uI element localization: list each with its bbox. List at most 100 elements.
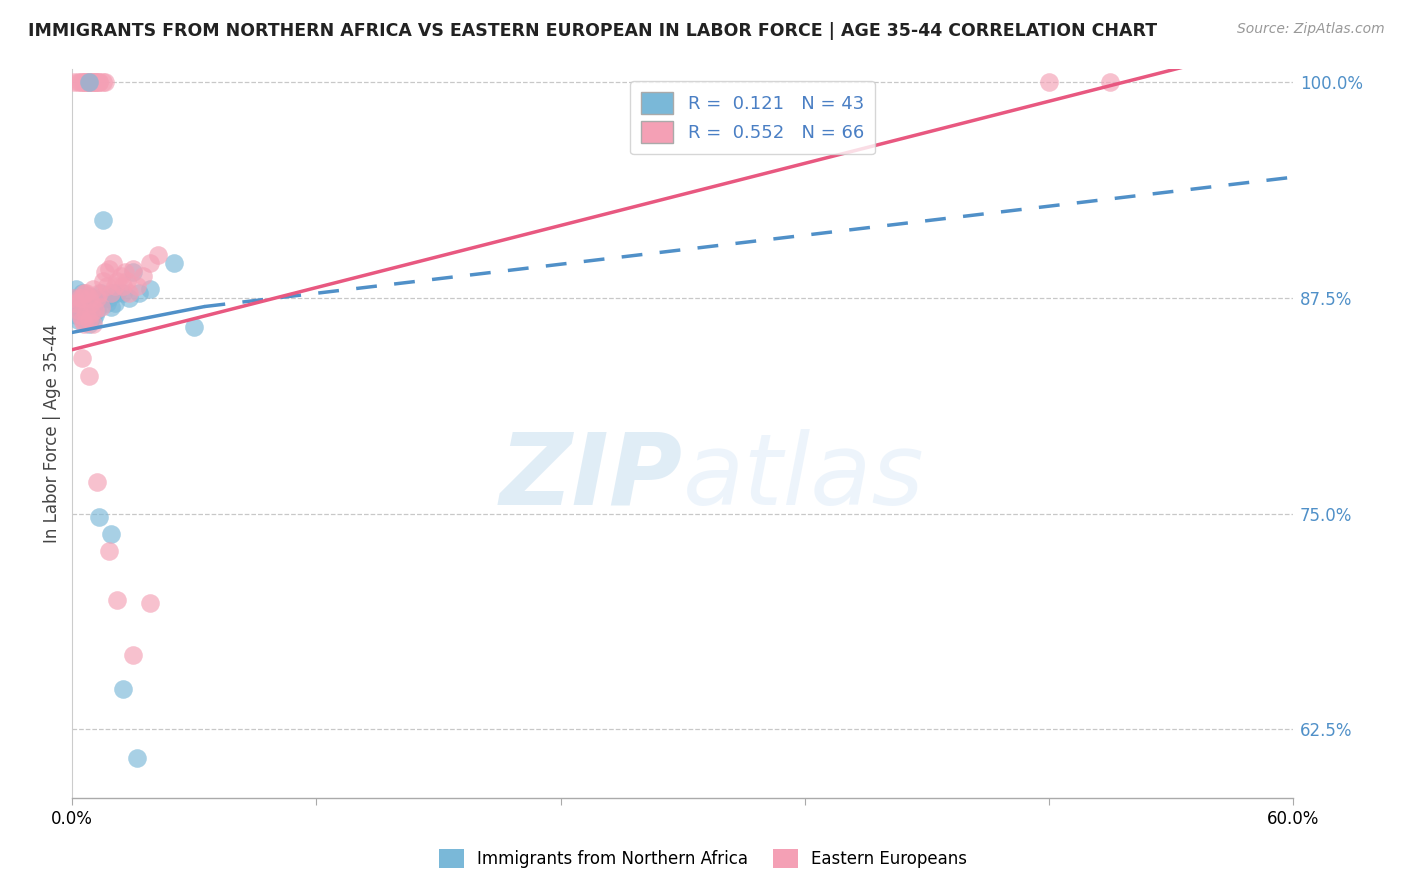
Point bbox=[76, 285, 98, 300]
Legend: Immigrants from Northern Africa, Eastern Europeans: Immigrants from Northern Africa, Eastern… bbox=[432, 843, 974, 875]
Point bbox=[122, 261, 145, 276]
Point bbox=[82, 282, 104, 296]
Point bbox=[112, 278, 135, 293]
Point bbox=[83, 75, 105, 89]
Point bbox=[65, 308, 87, 322]
Point bbox=[97, 261, 120, 276]
Point bbox=[146, 248, 169, 262]
Point bbox=[87, 510, 110, 524]
Point bbox=[69, 308, 91, 322]
Point bbox=[101, 285, 124, 300]
Point bbox=[82, 317, 104, 331]
Point bbox=[73, 75, 96, 89]
Point bbox=[69, 291, 91, 305]
Point bbox=[112, 285, 135, 300]
Point bbox=[97, 544, 120, 558]
Point bbox=[118, 285, 141, 300]
Point bbox=[100, 527, 122, 541]
Point bbox=[83, 303, 105, 318]
Point bbox=[104, 296, 127, 310]
Point bbox=[105, 274, 128, 288]
Point bbox=[86, 291, 108, 305]
Point bbox=[79, 75, 101, 89]
Point bbox=[77, 291, 100, 305]
Point bbox=[87, 75, 110, 89]
Point bbox=[138, 256, 160, 270]
Point bbox=[63, 291, 86, 305]
Point bbox=[138, 596, 160, 610]
Point bbox=[79, 296, 101, 310]
Point bbox=[163, 256, 186, 270]
Point bbox=[72, 291, 94, 305]
Point bbox=[114, 265, 136, 279]
Text: ZIP: ZIP bbox=[499, 428, 682, 525]
Point bbox=[97, 291, 120, 305]
Point bbox=[112, 682, 135, 697]
Point bbox=[96, 296, 118, 310]
Point bbox=[76, 306, 98, 320]
Point bbox=[128, 285, 150, 300]
Point bbox=[72, 75, 94, 89]
Point bbox=[91, 213, 114, 227]
Point bbox=[72, 351, 94, 366]
Point bbox=[63, 75, 86, 89]
Point bbox=[105, 592, 128, 607]
Point bbox=[67, 300, 90, 314]
Point bbox=[183, 320, 205, 334]
Point bbox=[72, 303, 94, 318]
Point bbox=[77, 75, 100, 89]
Point bbox=[79, 300, 101, 314]
Point bbox=[96, 278, 118, 293]
Point bbox=[82, 75, 104, 89]
Point bbox=[76, 75, 98, 89]
Point bbox=[118, 291, 141, 305]
Point bbox=[83, 75, 105, 89]
Point bbox=[91, 274, 114, 288]
Y-axis label: In Labor Force | Age 35-44: In Labor Force | Age 35-44 bbox=[44, 324, 60, 543]
Point bbox=[79, 306, 101, 320]
Point bbox=[67, 303, 90, 318]
Point bbox=[87, 291, 110, 305]
Point bbox=[77, 289, 100, 303]
Point bbox=[65, 282, 87, 296]
Point bbox=[127, 751, 149, 765]
Point bbox=[138, 282, 160, 296]
Point bbox=[132, 268, 155, 283]
Point bbox=[69, 75, 91, 89]
Point bbox=[91, 75, 114, 89]
Point bbox=[83, 308, 105, 322]
Point bbox=[65, 296, 87, 310]
Point bbox=[83, 296, 105, 310]
Point bbox=[100, 300, 122, 314]
Point bbox=[76, 75, 98, 89]
Point bbox=[72, 313, 94, 327]
Point bbox=[90, 300, 112, 314]
Point bbox=[86, 75, 108, 89]
Point bbox=[90, 285, 112, 300]
Point bbox=[63, 291, 86, 305]
Point bbox=[73, 313, 96, 327]
Point bbox=[86, 303, 108, 318]
Point bbox=[67, 75, 90, 89]
Point bbox=[104, 278, 127, 293]
Point bbox=[110, 268, 132, 283]
Point bbox=[1038, 75, 1060, 89]
Point bbox=[69, 294, 91, 309]
Point bbox=[86, 475, 108, 490]
Point bbox=[69, 304, 91, 318]
Point bbox=[67, 313, 90, 327]
Point bbox=[1098, 75, 1121, 89]
Point bbox=[115, 274, 138, 288]
Point bbox=[72, 285, 94, 300]
Point bbox=[94, 265, 117, 279]
Text: Source: ZipAtlas.com: Source: ZipAtlas.com bbox=[1237, 22, 1385, 37]
Point bbox=[87, 75, 110, 89]
Point bbox=[82, 291, 104, 305]
Point bbox=[127, 278, 149, 293]
Point bbox=[76, 296, 98, 310]
Point bbox=[94, 75, 117, 89]
Point bbox=[77, 313, 100, 327]
Point bbox=[79, 310, 101, 324]
Point bbox=[77, 368, 100, 383]
Point bbox=[101, 256, 124, 270]
